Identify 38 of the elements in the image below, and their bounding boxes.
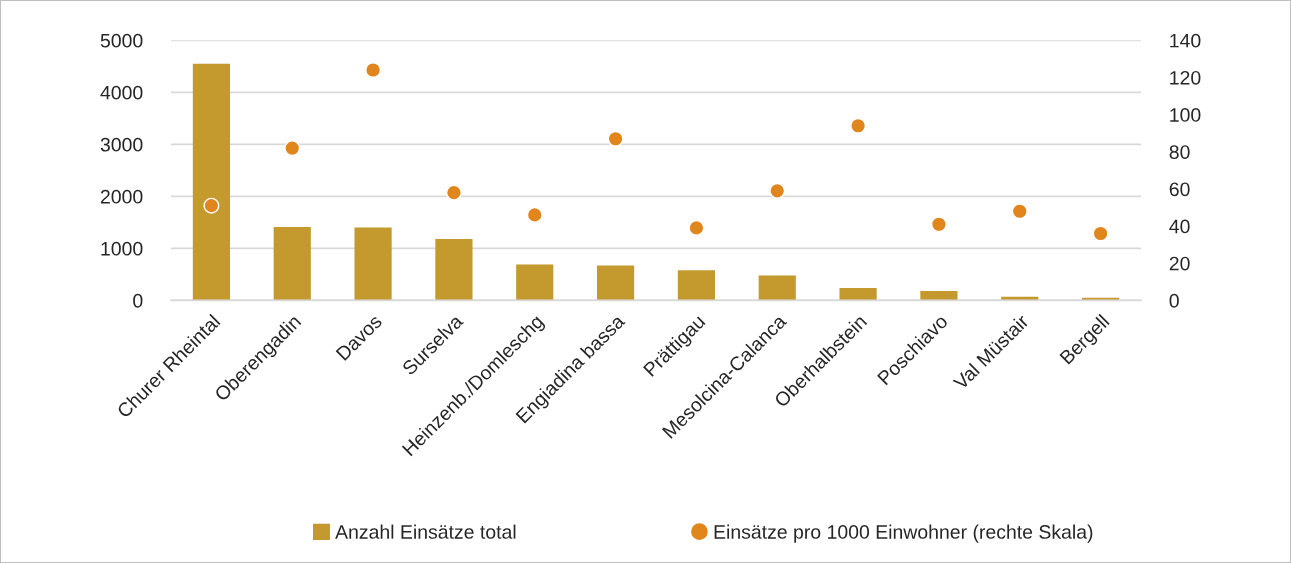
bar [435,239,473,301]
y2-tick-label: 100 [1170,108,1201,122]
point [1011,203,1028,220]
point [769,182,786,199]
point [607,130,624,147]
y-tick-label: 1000 [101,241,143,256]
point [203,197,220,214]
bar [758,275,796,301]
bar [839,287,877,301]
bar [677,270,716,301]
y-tick-label: 3000 [100,137,143,152]
y2-tick-label: 0 [1169,293,1179,308]
y2-tick-label: 80 [1169,145,1190,160]
point [850,117,867,134]
bar [920,291,958,301]
legend-label: Einsätze pro 1000 Einwohner (rechte Skala) [714,524,1093,543]
bar [192,63,231,301]
y2-tick-label: 40 [1169,219,1190,234]
point [445,184,462,201]
y2-tick-label: 140 [1170,33,1201,48]
point [688,219,705,236]
point [526,206,543,223]
y-tick-label: 2000 [100,189,143,204]
point [365,62,382,79]
y2-tick-label: 60 [1169,182,1190,197]
bar [354,227,392,301]
legend-label: Anzahl Einsätze total [335,524,516,539]
bar [273,227,311,301]
y-tick-label: 0 [133,293,143,308]
y2-tick-label: 20 [1169,256,1190,271]
point [284,140,301,157]
bar [516,264,554,301]
point [1092,225,1109,242]
y-tick-label: 4000 [100,85,143,100]
point [930,216,947,233]
y-tick-label: 5000 [100,33,143,48]
bar [596,265,635,301]
y2-tick-label: 120 [1170,70,1201,85]
